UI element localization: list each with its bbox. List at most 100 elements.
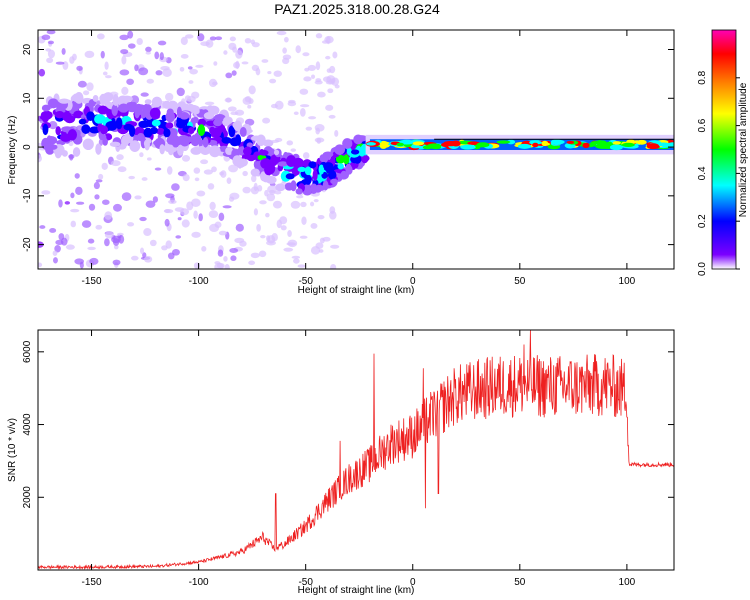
spectrogram-cell: [119, 34, 129, 41]
spectrogram-cell: [285, 173, 295, 180]
spectrogram-cell: [224, 97, 233, 103]
spectrogram-cell: [203, 169, 213, 175]
spectrogram-cell: [74, 258, 84, 265]
spectrogram-cell: [412, 141, 425, 146]
spectrogram-cell: [182, 173, 190, 182]
spectrogram-cell: [72, 147, 81, 157]
spectrogram-cell: [127, 43, 136, 49]
spectrogram-cell: [45, 48, 52, 52]
spectrogram-cell: [38, 68, 46, 77]
spectrogram-cell: [230, 255, 237, 262]
spectrogram-cell: [251, 42, 260, 48]
spectrogram-cell: [195, 64, 204, 68]
spectrogram-cell: [532, 142, 539, 148]
spectrogram-cell: [310, 246, 321, 255]
spectrogram-cell: [314, 137, 325, 143]
spectrogram-cell: [235, 223, 244, 232]
spectrogram-cell: [321, 40, 330, 44]
spectrogram-cell: [107, 113, 114, 120]
spectrogram-cell: [253, 208, 259, 216]
spectrogram-cell: [61, 47, 66, 55]
spectrogram-cell: [41, 34, 51, 40]
spectrogram-cell: [345, 163, 352, 175]
spectrogram-cell: [128, 175, 135, 180]
snr-x-tick-label: -150: [82, 577, 102, 588]
spectrogram-cell: [222, 205, 232, 209]
spectrogram-cell: [193, 262, 201, 269]
spectrogram-cell: [186, 201, 194, 211]
spectrogram-cell: [104, 238, 110, 247]
spectrogram-cell: [255, 67, 261, 76]
spectrogram-cell: [60, 237, 68, 246]
spectrogram-cell: [40, 110, 53, 120]
snr-plot-area: [38, 330, 674, 570]
snr-x-tick-label: -50: [298, 577, 313, 588]
snr-x-tick-label: 50: [514, 577, 526, 588]
spectrogram-cell: [104, 61, 109, 70]
spectrogram-cell: [95, 143, 102, 155]
spectrogram-cell: [159, 52, 164, 61]
spectrogram-cell: [334, 84, 340, 89]
spectrogram-cell: [221, 136, 232, 144]
spectrogram-y-ticks: -20 -10 0 10 20: [22, 44, 674, 252]
spectrogram-cell: [47, 98, 59, 109]
spectrogram-cell: [283, 36, 289, 43]
spectrogram-cell: [327, 88, 334, 94]
spectrogram-cell: [299, 108, 306, 117]
spectrogram-cell: [302, 52, 310, 57]
spectrogram-cell: [58, 98, 70, 104]
spectrogram-cell: [205, 39, 214, 48]
spectrogram-cell: [197, 118, 207, 127]
spectrogram-cell: [95, 179, 103, 183]
spectrogram-cell: [157, 40, 167, 46]
spectrogram-cell: [94, 194, 100, 200]
spectrogram-cell: [250, 252, 260, 259]
spectrogram-cell: [277, 161, 289, 167]
spectrogram-cell: [171, 183, 180, 191]
spectrogram-cell: [165, 122, 174, 129]
spectrogram-cell: [92, 94, 99, 102]
spectrogram-cell: [179, 112, 190, 120]
spectrogram-cell: [145, 200, 156, 208]
spectrogram-cell: [319, 154, 327, 162]
spectrogram-cell: [594, 143, 608, 149]
spectrogram-cell: [612, 141, 621, 145]
spectrogram-cell: [274, 190, 282, 195]
spectrogram-cell: [297, 166, 307, 173]
spectrogram-cell: [296, 195, 304, 199]
spectrogram-cell: [307, 64, 317, 72]
spectrogram-cell: [141, 177, 148, 181]
spectrogram-cell: [70, 208, 80, 213]
spectrogram-cell: [323, 162, 334, 171]
spectrogram-cell: [203, 112, 215, 120]
spectrogram-cell: [646, 143, 660, 150]
spectrogram-cell: [621, 142, 635, 148]
spectrogram-cell: [151, 119, 161, 127]
spectrogram-x-tick-label: -150: [82, 276, 102, 287]
spectrogram-cell: [145, 46, 152, 53]
spectrogram-cell: [58, 199, 63, 208]
spectrogram-cell: [179, 118, 189, 126]
spectrogram-cell: [297, 264, 306, 268]
snr-y-tick-label: 2000: [22, 486, 33, 509]
spectrogram-cell: [270, 103, 278, 109]
spectrogram-cell: [300, 201, 307, 208]
spectrogram-cell: [165, 92, 174, 102]
spectrogram-cell: [317, 91, 326, 98]
spectrogram-cell: [213, 113, 226, 122]
spectrogram-cell: [156, 127, 165, 135]
spectrogram-cell: [301, 216, 307, 225]
spectrogram-cell: [159, 144, 165, 155]
spectrogram-cell: [322, 76, 332, 83]
spectrogram-cell: [81, 220, 92, 228]
spectrogram-cell: [253, 182, 258, 192]
spectrogram-cell: [207, 183, 215, 190]
spectrogram-cell: [145, 51, 151, 55]
spectrogram-cell: [180, 54, 189, 59]
spectrogram-cell: [232, 155, 243, 167]
spectrogram-cell: [582, 142, 590, 149]
spectrogram-cell: [38, 142, 42, 147]
spectrogram-cell: [217, 249, 224, 257]
spectrogram-cell: [181, 219, 190, 228]
